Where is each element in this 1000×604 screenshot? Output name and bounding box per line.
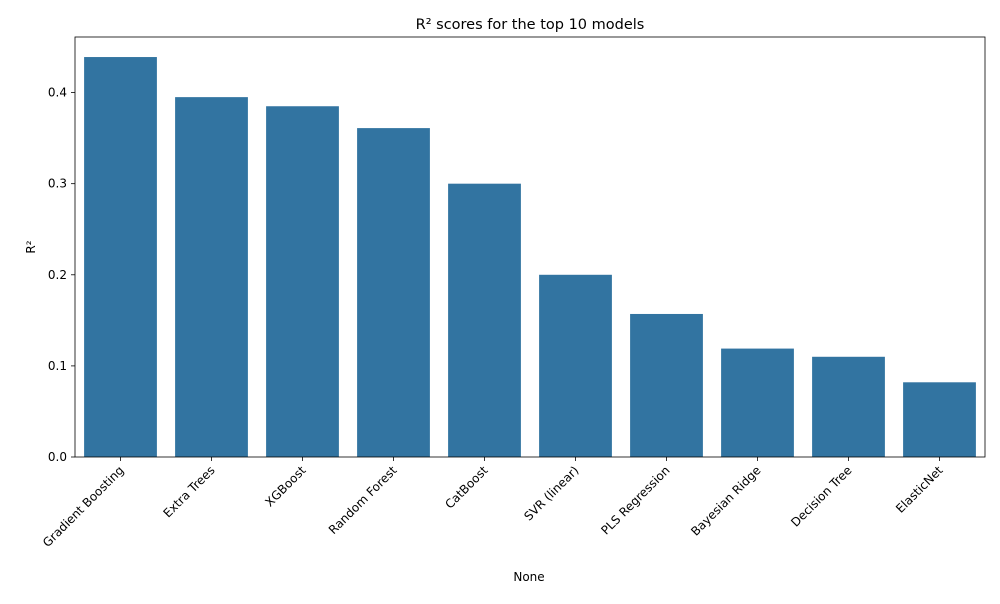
x-axis-ticks: Gradient Boosting Extra Trees XGBoost Rando… <box>40 457 946 550</box>
plot-frame <box>74 36 986 458</box>
bar-svr-linear <box>539 274 612 457</box>
bar-random-forest <box>357 128 430 457</box>
y-axis-ticks: 0.0 0.1 0.2 0.3 0.4 <box>48 86 75 464</box>
y-tick-label: 0.2 <box>48 268 67 282</box>
chart-title: R² scores for the top 10 models <box>416 17 645 33</box>
y-tick-label: 0.4 <box>48 86 67 100</box>
x-tick-label: PLS Regression <box>598 463 672 537</box>
x-tick-label: Bayesian Ridge <box>688 463 763 538</box>
x-axis-label: None <box>513 570 544 584</box>
bar-pls-regression <box>630 313 703 457</box>
bar-xgboost <box>266 106 339 457</box>
bar-catboost <box>448 183 521 457</box>
bar-extra-trees <box>175 97 248 457</box>
bar-decision-tree <box>812 356 885 457</box>
x-tick-label: Decision Tree <box>788 463 854 529</box>
x-tick-label: XGBoost <box>262 463 308 509</box>
x-tick-label: ElasticNet <box>893 463 946 516</box>
x-tick-label: Gradient Boosting <box>40 463 127 550</box>
bar-gradient-boosting <box>84 57 157 457</box>
bar-bayesian-ridge <box>721 348 794 457</box>
bars-layer <box>84 57 976 457</box>
x-tick-label: Extra Trees <box>161 463 218 520</box>
y-tick-label: 0.1 <box>48 359 67 373</box>
bar-elasticnet <box>903 382 976 457</box>
y-tick-label: 0.0 <box>48 450 67 464</box>
y-tick-label: 0.3 <box>48 177 67 191</box>
y-axis-label: R² <box>24 240 38 253</box>
x-tick-label: CatBoost <box>442 463 491 512</box>
x-tick-label: Random Forest <box>326 463 400 537</box>
x-tick-label: SVR (linear) <box>521 463 581 523</box>
